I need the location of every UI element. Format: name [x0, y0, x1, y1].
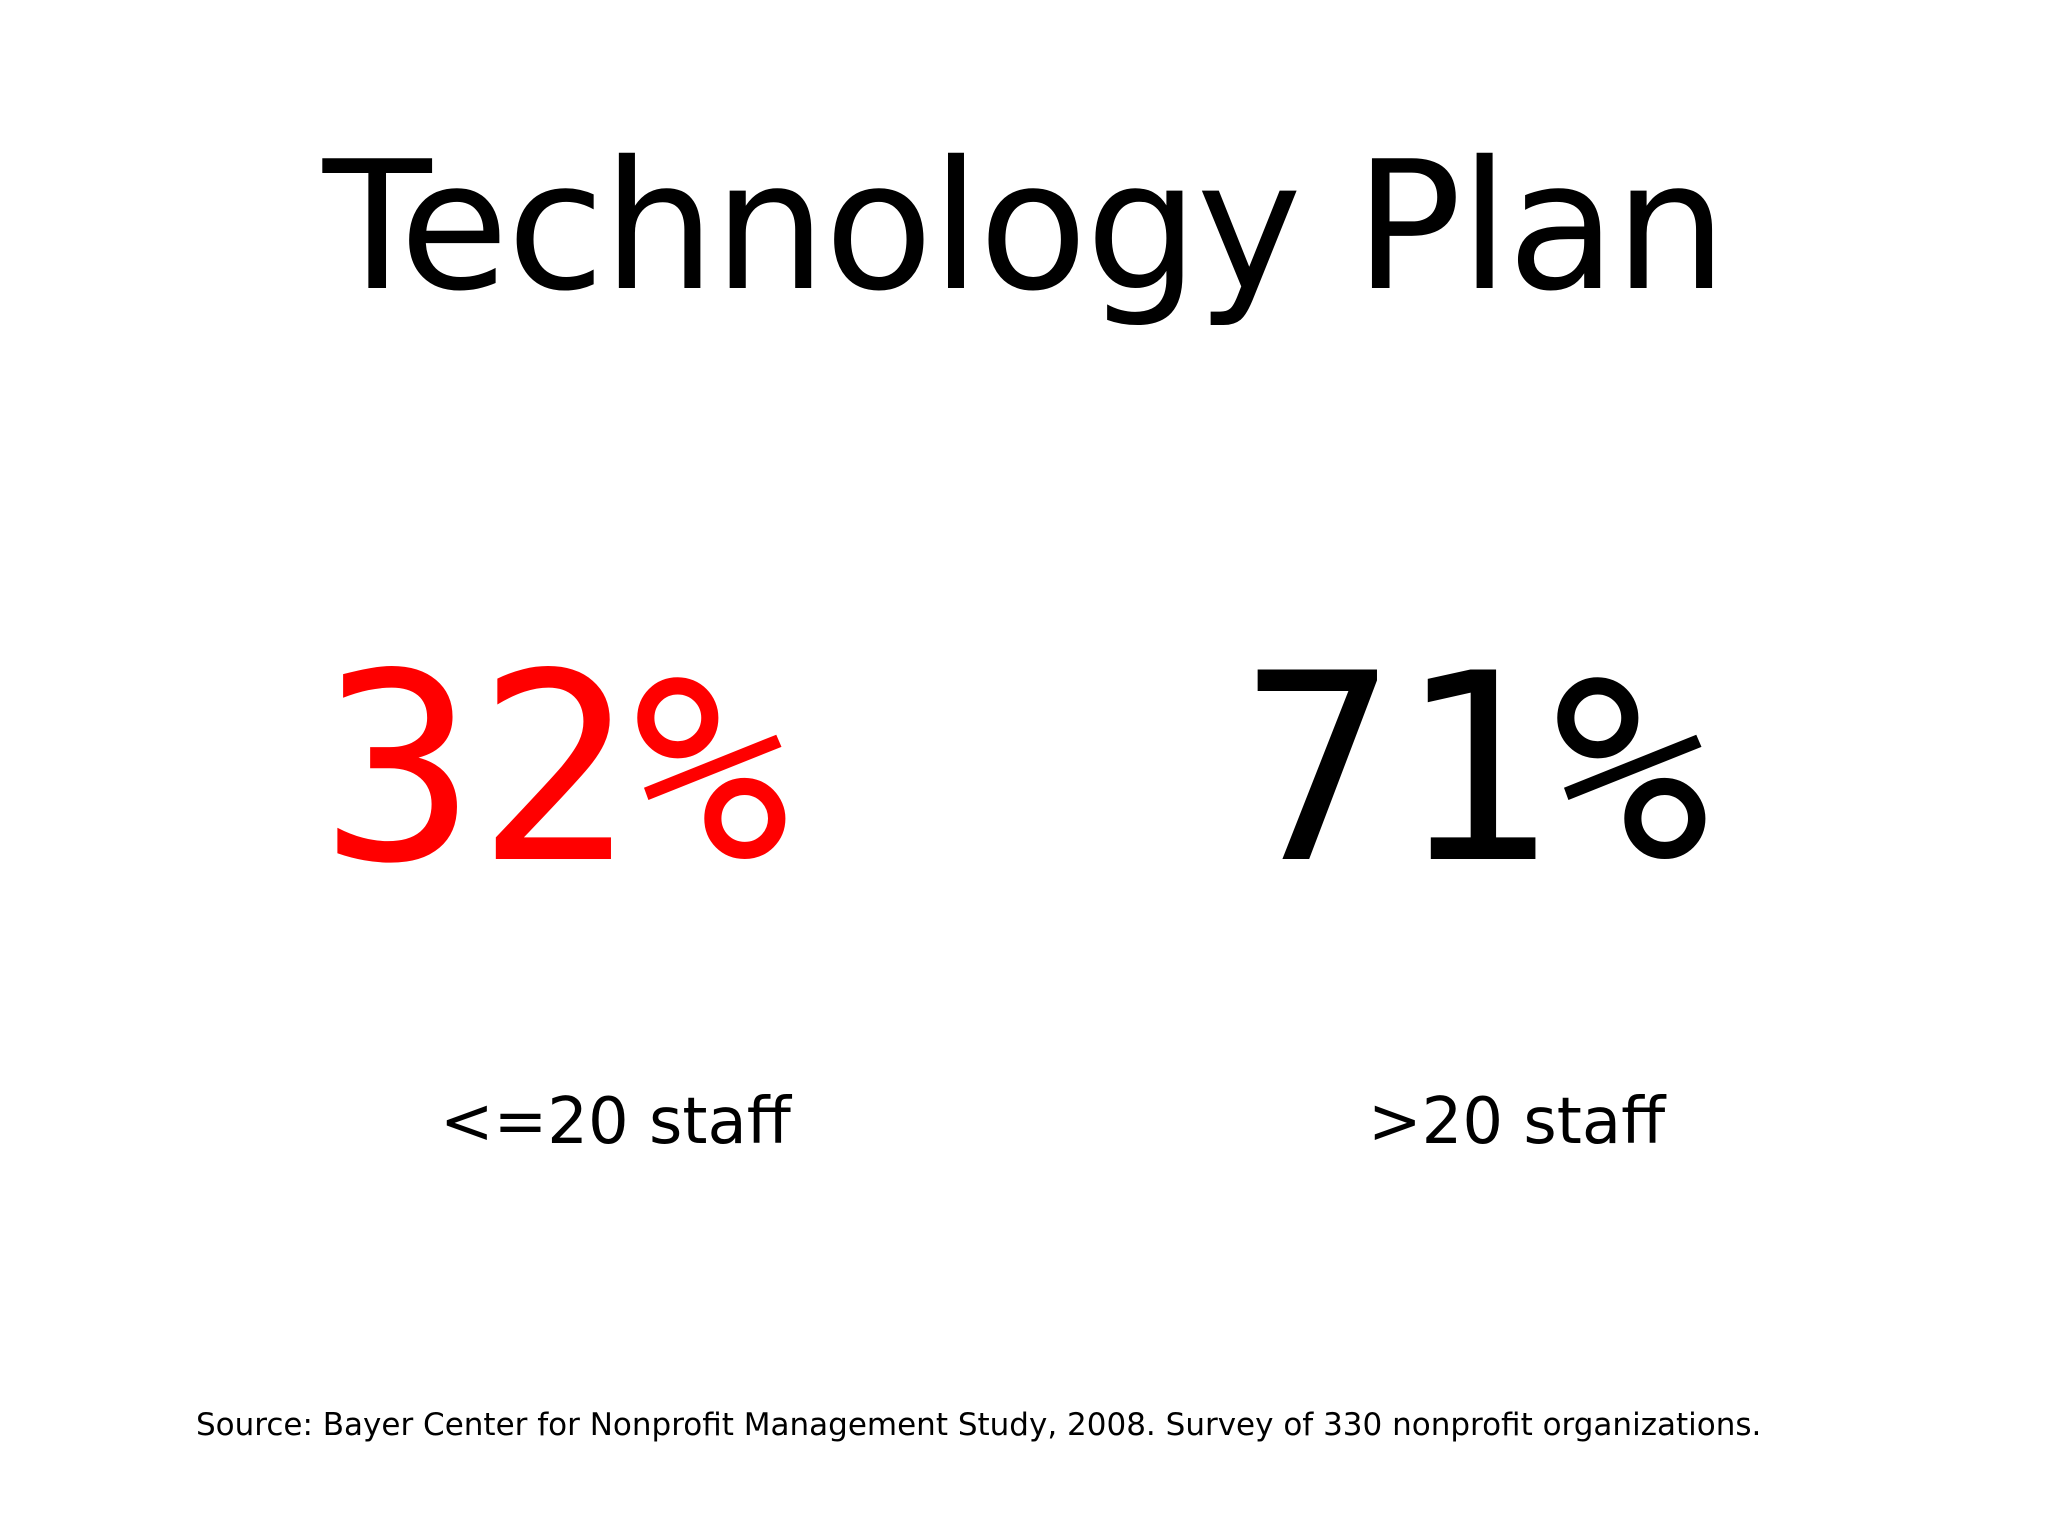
- stat-label-large-orgs: >20 staff: [1368, 1085, 1666, 1159]
- slide-title: Technology Plan: [322, 123, 1727, 330]
- stat-value-large-orgs: 71%: [1240, 619, 1710, 921]
- source-citation: Source: Bayer Center for Nonprofit Manag…: [196, 1407, 1762, 1443]
- stat-value-small-orgs: 32%: [320, 619, 790, 921]
- stat-label-small-orgs: <=20 staff: [440, 1085, 791, 1159]
